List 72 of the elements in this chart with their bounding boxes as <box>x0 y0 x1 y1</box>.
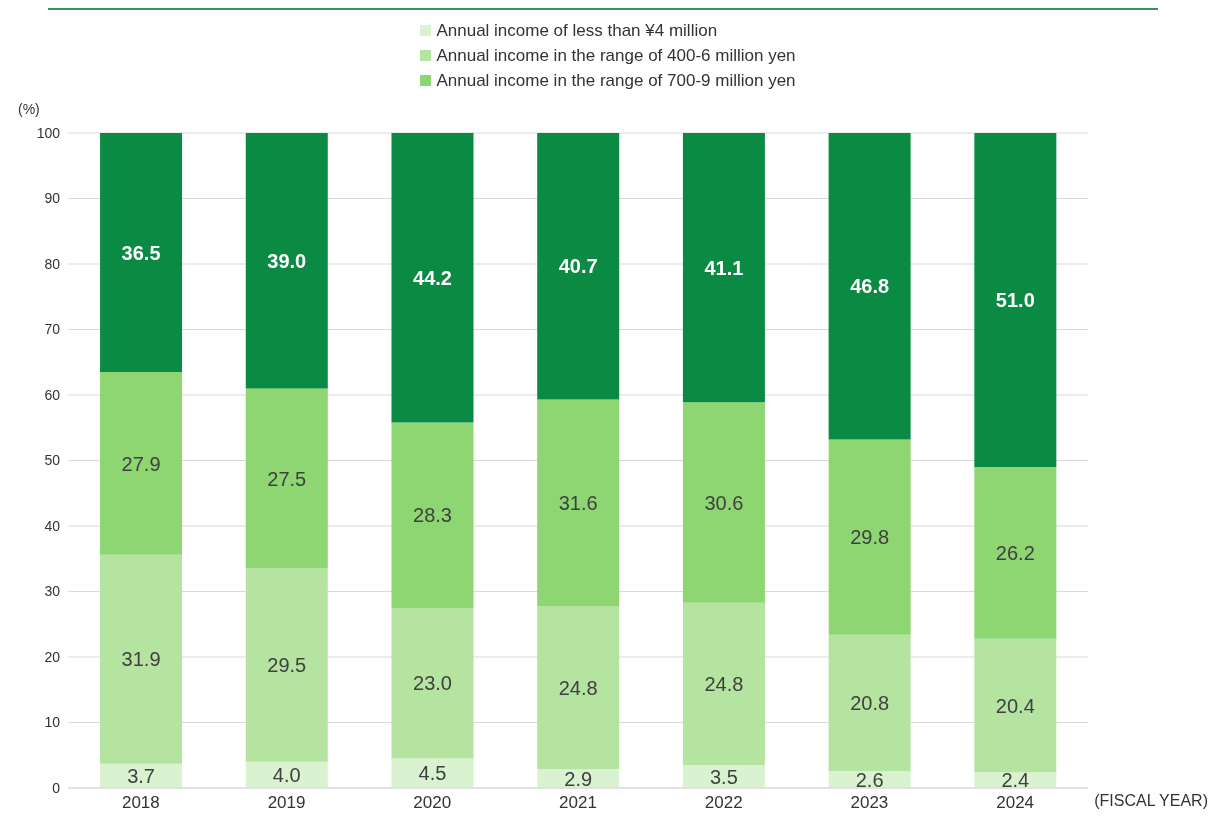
data-label: 23.0 <box>413 672 452 695</box>
data-label: 44.2 <box>413 266 452 289</box>
data-label: 27.9 <box>121 452 161 475</box>
bar <box>391 607 474 759</box>
data-label: 2.4 <box>1001 769 1030 792</box>
x-tick-label: 2022 <box>704 793 743 813</box>
data-label: 2.6 <box>855 768 884 791</box>
bar <box>100 372 183 555</box>
bar <box>245 568 328 762</box>
data-label: 30.6 <box>704 491 744 514</box>
bar <box>974 467 1057 639</box>
data-label: 26.2 <box>995 541 1035 564</box>
x-tick-label: 2019 <box>267 793 306 813</box>
y-tick-label: 20 <box>44 648 61 665</box>
bar <box>682 133 765 403</box>
y-tick-label: 60 <box>44 386 61 403</box>
bar <box>100 554 183 764</box>
bar <box>537 606 620 770</box>
x-tick-label: 2020 <box>413 793 452 813</box>
bar <box>537 133 620 400</box>
x-tick-label: 2018 <box>121 793 160 813</box>
bar <box>537 399 620 607</box>
bar <box>828 634 911 771</box>
bar <box>974 133 1057 468</box>
data-label: 3.7 <box>127 764 155 787</box>
data-label: 3.5 <box>710 765 738 788</box>
data-label: 31.9 <box>121 648 161 671</box>
y-tick-label: 30 <box>44 583 61 600</box>
y-tick-label: 90 <box>44 190 61 207</box>
legend-label: Annual income in the range of 400-6 million yen <box>436 45 796 67</box>
y-tick-label: 80 <box>44 255 61 272</box>
bar <box>245 133 328 389</box>
data-label: 29.8 <box>850 526 890 549</box>
data-label: 51.0 <box>995 289 1035 312</box>
y-tick-label: 40 <box>44 517 61 534</box>
y-tick-label: 10 <box>44 714 61 731</box>
x-tick-label: 2021 <box>559 793 597 813</box>
data-label: 20.8 <box>850 691 890 714</box>
bar <box>974 638 1057 773</box>
data-label: 28.3 <box>413 504 452 527</box>
data-label: 20.4 <box>995 694 1035 717</box>
data-label: 27.5 <box>267 467 307 490</box>
bar <box>828 439 911 635</box>
data-label: 31.6 <box>558 492 598 515</box>
data-label: 39.0 <box>267 249 307 272</box>
bar <box>391 133 474 423</box>
y-tick-label: 100 <box>36 124 61 141</box>
legend-label: Annual income in the range of 700-9 million yen <box>436 70 796 92</box>
bar <box>682 602 765 766</box>
bar <box>391 422 474 608</box>
bar <box>828 133 911 440</box>
y-tick-label: 70 <box>44 321 61 338</box>
data-label: 41.1 <box>704 256 744 279</box>
data-label: 29.5 <box>267 654 307 677</box>
data-label: 36.5 <box>121 241 161 264</box>
data-label: 2.9 <box>564 767 593 790</box>
data-label: 46.8 <box>850 275 890 298</box>
data-label: 24.8 <box>558 676 598 699</box>
data-label: 24.8 <box>704 672 744 695</box>
bar <box>100 133 183 373</box>
bar <box>245 388 328 569</box>
y-tick-label: 50 <box>44 452 61 469</box>
data-label: 4.0 <box>272 764 301 786</box>
y-axis-title: (%) <box>18 101 41 117</box>
legend-label: Annual income of less than ¥4 million <box>436 20 718 42</box>
x-axis-title: (FISCAL YEAR) <box>1094 792 1208 810</box>
data-label: 4.5 <box>418 762 447 785</box>
data-label: 40.7 <box>558 255 598 278</box>
x-tick-label: 2023 <box>850 793 889 813</box>
y-tick-label: 0 <box>52 779 61 796</box>
bar <box>682 402 765 603</box>
x-tick-label: 2024 <box>996 793 1035 813</box>
